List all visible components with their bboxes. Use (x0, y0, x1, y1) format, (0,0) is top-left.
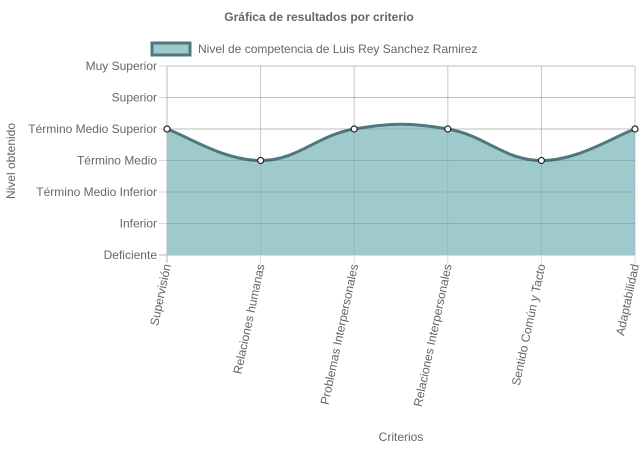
legend[interactable]: Nivel de competencia de Luis Rey Sanchez… (150, 41, 477, 57)
x-axis-ticks: Supervisión Relaciones humanas Problemas I… (147, 262, 639, 407)
data-point[interactable] (257, 156, 265, 165)
x-tick-label: Relaciones humanas (231, 263, 268, 376)
data-point[interactable] (350, 125, 358, 133)
x-tick-label: Adaptabilidad (613, 263, 639, 337)
data-point[interactable] (444, 125, 452, 133)
y-tick-label: Inferior (120, 217, 157, 231)
data-point[interactable] (631, 125, 639, 133)
x-tick-label: Supervisión (147, 263, 174, 327)
y-tick-label: Término Medio Superior (28, 122, 157, 136)
y-tick-label: Deficiente (104, 248, 158, 262)
y-axis-ticks: Deficiente Inferior Término Medio Inferior… (28, 59, 157, 262)
x-tick-label: Problemas Interpersonales (318, 263, 362, 406)
data-point[interactable] (537, 156, 546, 165)
data-point[interactable] (163, 125, 171, 133)
y-tick-label: Muy Superior (86, 59, 157, 73)
y-axis-title: Nivel obtenido (4, 123, 18, 199)
series-area (167, 124, 635, 255)
y-tick-label: Término Medio Inferior (36, 185, 157, 199)
x-tick-label: Relaciones Interpersonales (411, 263, 455, 408)
y-tick-label: Superior (112, 91, 157, 105)
x-tick-label: Sentido Común y Tacto (509, 262, 549, 386)
y-tick-label: Término Medio (77, 154, 157, 168)
x-axis-title: Criterios (379, 430, 424, 444)
chart-title: Gráfica de resultados por criterio (224, 10, 413, 24)
series-line (166, 122, 636, 163)
legend-label: Nivel de competencia de Luis Rey Sanchez… (198, 42, 477, 56)
series-layer (163, 65, 639, 255)
legend-swatch (150, 41, 192, 57)
